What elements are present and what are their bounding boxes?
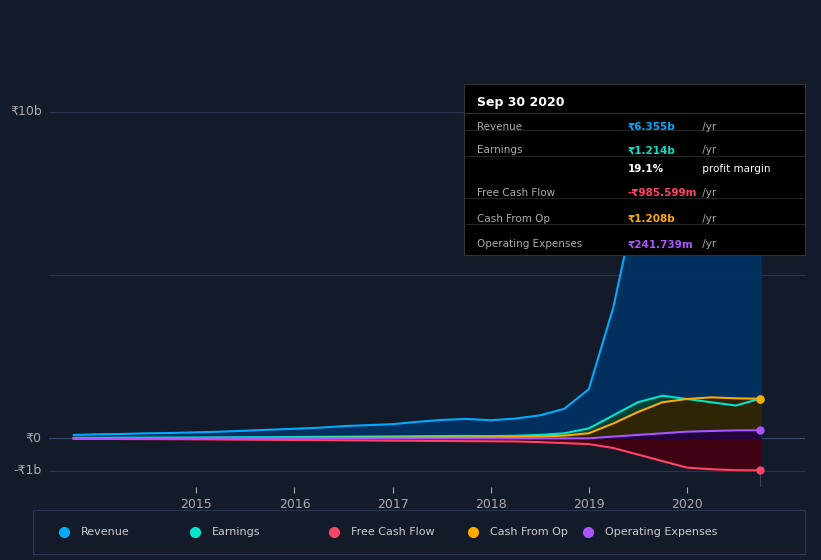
Text: /yr: /yr <box>699 188 716 198</box>
Text: ₹241.739m: ₹241.739m <box>627 240 693 249</box>
Text: /yr: /yr <box>699 122 716 132</box>
Text: Revenue: Revenue <box>478 122 523 132</box>
Text: Free Cash Flow: Free Cash Flow <box>478 188 556 198</box>
Text: ₹6.355b: ₹6.355b <box>627 122 675 132</box>
Text: ₹10b: ₹10b <box>10 105 42 118</box>
Text: -₹1b: -₹1b <box>13 464 42 477</box>
Text: Sep 30 2020: Sep 30 2020 <box>478 96 565 109</box>
Text: ₹1.214b: ₹1.214b <box>627 146 676 156</box>
Text: ₹1.208b: ₹1.208b <box>627 214 675 224</box>
Text: Cash From Op: Cash From Op <box>489 527 567 537</box>
Text: profit margin: profit margin <box>699 164 770 174</box>
Text: /yr: /yr <box>699 146 716 156</box>
Text: Operating Expenses: Operating Expenses <box>605 527 718 537</box>
Text: 19.1%: 19.1% <box>627 164 663 174</box>
Text: /yr: /yr <box>699 214 716 224</box>
Text: Operating Expenses: Operating Expenses <box>478 240 583 249</box>
Text: -₹985.599m: -₹985.599m <box>627 188 697 198</box>
Text: Revenue: Revenue <box>80 527 130 537</box>
Text: /yr: /yr <box>699 240 716 249</box>
Text: Earnings: Earnings <box>212 527 260 537</box>
Text: Earnings: Earnings <box>478 146 523 156</box>
Text: Cash From Op: Cash From Op <box>478 214 551 224</box>
Text: Free Cash Flow: Free Cash Flow <box>351 527 434 537</box>
Text: ₹0: ₹0 <box>25 432 42 445</box>
